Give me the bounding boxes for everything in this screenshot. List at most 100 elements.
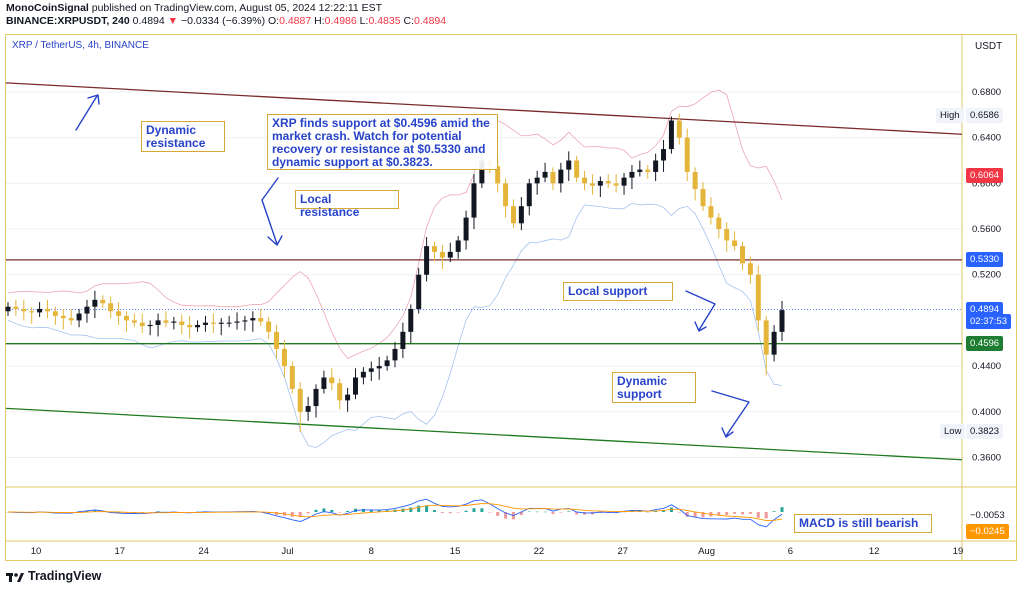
macd-histogram-bar xyxy=(519,512,523,516)
dynamic-support-note[interactable]: Dynamic support xyxy=(612,372,696,403)
macd-histogram-bar xyxy=(575,512,579,515)
symbol-name[interactable]: BINANCE:XRPUSDT, 240 xyxy=(6,15,130,27)
symbol-line: BINANCE:XRPUSDT, 240 0.4894 ▼ −0.0334 (−… xyxy=(6,15,446,27)
candle-body xyxy=(629,171,635,178)
candle-body xyxy=(108,303,114,312)
currency-label[interactable]: USDT xyxy=(975,41,1003,52)
macd-histogram-bar xyxy=(409,507,413,512)
macd-histogram-bar xyxy=(646,512,650,513)
candle-body xyxy=(495,166,501,184)
footer: TradingView xyxy=(0,564,1024,590)
annotation-arrow-icon xyxy=(261,177,283,246)
tradingview-logo[interactable]: TradingView xyxy=(6,569,101,583)
macd-histogram-bar xyxy=(85,510,89,512)
macd-histogram-bar xyxy=(93,510,97,512)
macd-value-badge-2: −0.0245 xyxy=(966,524,1009,539)
candle-body xyxy=(242,320,248,322)
candle-body xyxy=(155,320,161,325)
candle-body xyxy=(763,320,769,355)
countdown-badge: 02:37:53 xyxy=(966,314,1011,329)
x-tick-label: 6 xyxy=(788,546,793,557)
candle-body xyxy=(329,377,335,384)
candle-body xyxy=(218,322,224,324)
candle-body xyxy=(439,251,445,258)
dynamic-resistance-line xyxy=(5,82,963,135)
macd-histogram-bar xyxy=(464,510,468,512)
macd-histogram-bar xyxy=(717,512,721,516)
candle-body xyxy=(116,311,122,316)
x-tick-label: Jul xyxy=(281,546,293,557)
candle-body xyxy=(645,169,651,172)
macd-histogram-bar xyxy=(148,512,152,513)
macd-histogram-bar xyxy=(488,512,492,513)
candle-body xyxy=(653,160,659,172)
macd-histogram-bar xyxy=(725,512,729,515)
candle-body xyxy=(289,366,295,389)
candle-body xyxy=(384,360,390,367)
macd-histogram-bar xyxy=(338,512,342,513)
macd-histogram-bar xyxy=(306,512,310,514)
dynamic-support-line xyxy=(5,407,963,461)
candle-body xyxy=(534,177,540,184)
candle-body xyxy=(605,181,611,184)
candle-body xyxy=(597,181,603,186)
candle-body xyxy=(345,394,351,401)
macd-histogram-bar xyxy=(693,512,697,518)
macd-histogram-bar xyxy=(275,512,279,515)
macd-note[interactable]: MACD is still bearish xyxy=(794,514,932,533)
candle-body xyxy=(171,321,177,323)
candle-body xyxy=(621,177,627,186)
chart-title: XRP / TetherUS, 4h, BINANCE xyxy=(12,40,149,51)
open-value: 0.4887 xyxy=(279,15,312,27)
candle-body xyxy=(84,306,90,314)
main-analysis-note[interactable]: XRP finds support at $0.4596 amid the ma… xyxy=(267,114,498,170)
macd-histogram-bar xyxy=(314,509,318,512)
publish-line: MonoCoinSignal published on TradingView.… xyxy=(6,2,382,14)
macd-line xyxy=(7,498,783,528)
author-name[interactable]: MonoCoinSignal xyxy=(6,2,89,14)
high-label-badge: High xyxy=(936,108,964,123)
x-tick-label: 8 xyxy=(369,546,374,557)
candle-body xyxy=(179,321,185,325)
macd-histogram-bar xyxy=(764,512,768,519)
macd-histogram-bar xyxy=(733,512,737,514)
macd-histogram-bar xyxy=(654,510,658,512)
macd-histogram-bar xyxy=(496,512,500,516)
candle-body xyxy=(582,177,588,184)
high-value-badge: 0.6586 xyxy=(966,108,1004,123)
candle-body xyxy=(724,229,730,241)
close-value: 0.4894 xyxy=(413,15,447,27)
annotation-arrow-icon xyxy=(685,290,716,332)
bollinger-bands xyxy=(7,89,783,448)
y-tick-label: 0.5600 xyxy=(972,224,1001,235)
x-tick-label: 10 xyxy=(31,546,42,557)
last-price-badge: 0.4894 xyxy=(966,302,1004,317)
candle-body xyxy=(771,331,777,355)
macd-histogram-bar xyxy=(701,512,705,518)
candle-body xyxy=(13,306,19,309)
macd-histogram-bar xyxy=(741,512,745,515)
candle-body xyxy=(550,171,556,184)
candle-body xyxy=(226,322,232,324)
candle-body xyxy=(76,313,82,321)
dynamic-resistance-note[interactable]: Dynamic resistance xyxy=(141,121,225,152)
candle-body xyxy=(44,308,50,312)
local-resistance-note[interactable]: Local resistance xyxy=(295,190,399,219)
red-level-badge: 0.6064 xyxy=(966,168,1004,183)
candle-body xyxy=(526,183,532,207)
x-tick-label: 27 xyxy=(617,546,628,557)
bollinger-lower xyxy=(7,202,783,448)
macd-value-badge-1: −0.0053 xyxy=(966,508,1009,523)
low-value: 0.4835 xyxy=(368,15,401,27)
close-label: C: xyxy=(403,15,414,27)
candle-body xyxy=(400,331,406,349)
candle-body xyxy=(368,368,374,372)
local-support-note[interactable]: Local support xyxy=(563,282,673,301)
candle-body xyxy=(131,320,137,323)
candle-body xyxy=(92,299,98,307)
high-label: H: xyxy=(314,15,325,27)
annotation-arrow-icon xyxy=(711,390,750,438)
macd-histogram-bar xyxy=(432,510,436,512)
bollinger-upper xyxy=(7,89,783,360)
